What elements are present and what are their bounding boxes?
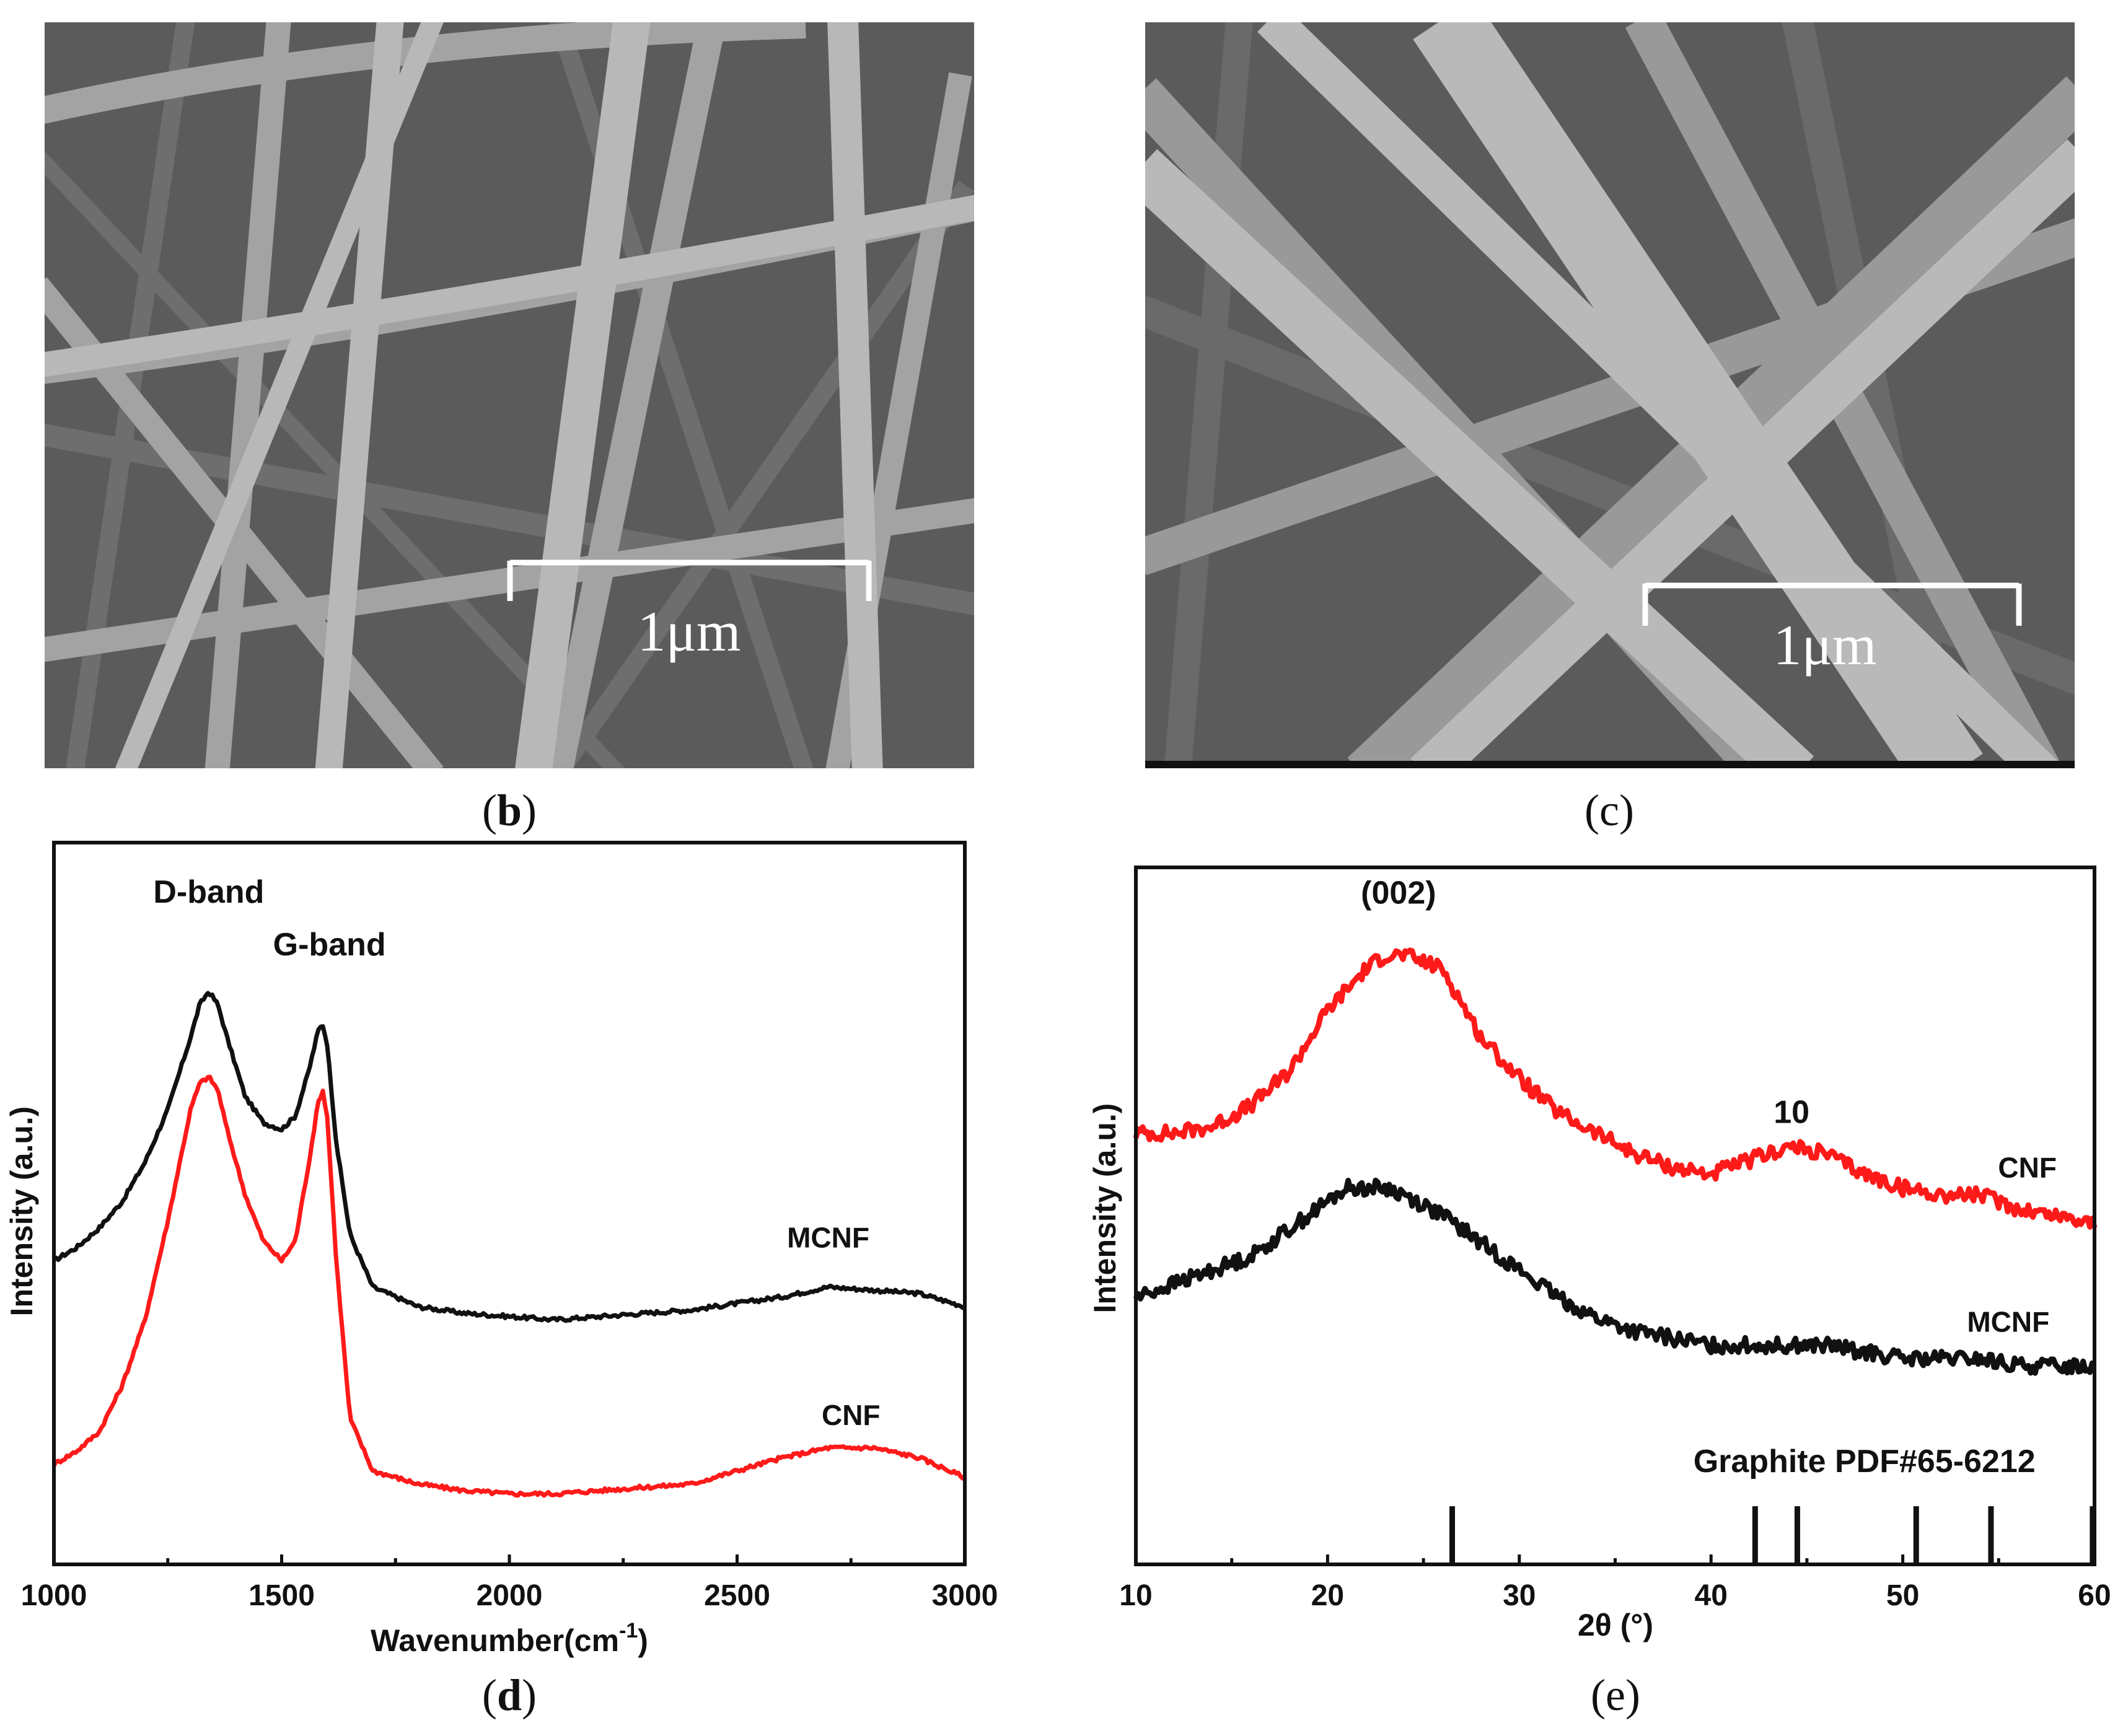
panel-label-d-letter: d [497,1670,522,1720]
chart-e-annotation-0: (002) [1361,875,1436,911]
panel-label-b: (b) [482,786,537,835]
chart-d-xlabel: Wavenumber(cm-1) [371,1619,648,1658]
panel-label-d: (d) [482,1670,537,1720]
chart-d-ylabel: Intensity (a.u.) [4,1107,39,1317]
panel-label-c: (c) [1585,786,1634,835]
chart-e-annotation-1: 10 [1774,1094,1809,1130]
chart-raman: 1000 1500 2000 2500 3000 MCNF CNF D-bandG-band… [4,841,998,1720]
panel-label-b-letter: b [497,786,522,835]
chart-d-series-label-mcnf: MCNF [787,1222,869,1254]
chart-d-xlabel-close: ) [638,1623,648,1658]
chart-xrd: 10 20 30 40 50 60 CNF MCNF (002) 10 Graphite PDF#… [1088,866,2111,1720]
chart-e-xtick-label-40: 40 [1695,1579,1728,1612]
scale-bar-c [1642,582,2022,626]
chart-e-xtick-label-60: 60 [2078,1579,2111,1612]
chart-d-series-group [51,991,967,1498]
chart-d-frame [52,841,967,1566]
chart-d-annotation-1: G-band [273,927,386,963]
scale-bar-label-c: 1μm [1774,613,1877,677]
sem-image-b: 1μm [45,22,974,768]
chart-e-xlabel: 2θ (°) [1578,1608,1653,1642]
sem-image-c: 1μm [1145,22,2075,768]
scale-bar-label-b: 1μm [638,600,741,663]
chart-d-xtick-label-1500: 1500 [248,1579,315,1612]
scale-bar-b [507,559,872,601]
chart-d-annotation-0: D-band [153,874,264,910]
chart-e-xtick-label-10: 10 [1119,1579,1152,1612]
chart-e-ticks: 10 20 30 40 50 60 [1119,1554,2111,1612]
chart-e-series-line-cnf [1133,947,2098,1230]
chart-e-series-label-mcnf: MCNF [1967,1305,2049,1338]
panel-label-e: (e) [1591,1670,1640,1720]
chart-d-xtick-label-2500: 2500 [704,1579,770,1612]
chart-d-ticks: 1000 1500 2000 2500 3000 [21,1554,998,1612]
chart-d-xtick-label-1000: 1000 [21,1579,87,1612]
chart-d-xtick-label-2000: 2000 [477,1579,543,1612]
chart-e-annotation-2: Graphite PDF#65-6212 [1694,1444,2036,1480]
chart-d-series-line-cnf [51,1074,967,1498]
chart-d-series-line-mcnf [53,991,966,1323]
chart-d-xtick-label-3000: 3000 [932,1579,998,1612]
chart-e-ylabel: Intensity (a.u.) [1088,1103,1122,1313]
chart-e-xtick-label-50: 50 [1886,1579,1919,1612]
chart-e-annotations: CNF MCNF (002) 10 Graphite PDF#65-6212 [1361,875,2057,1480]
panel-label-e-letter: e [1606,1670,1625,1720]
chart-e-series-label-cnf: CNF [1998,1152,2057,1184]
chart-e-reference-lines [1449,1506,2096,1564]
chart-d-series-label-cnf: CNF [822,1399,881,1431]
chart-d-xlabel-main: Wavenumber(cm [371,1623,619,1658]
chart-e-series-group [1133,947,2098,1376]
chart-e-xtick-label-30: 30 [1503,1579,1536,1612]
panel-label-c-letter: c [1599,786,1619,835]
chart-e-series-line-mcnf [1133,1177,2096,1376]
chart-d-xlabel-sup: -1 [619,1619,638,1642]
chart-e-xtick-label-20: 20 [1311,1579,1344,1612]
